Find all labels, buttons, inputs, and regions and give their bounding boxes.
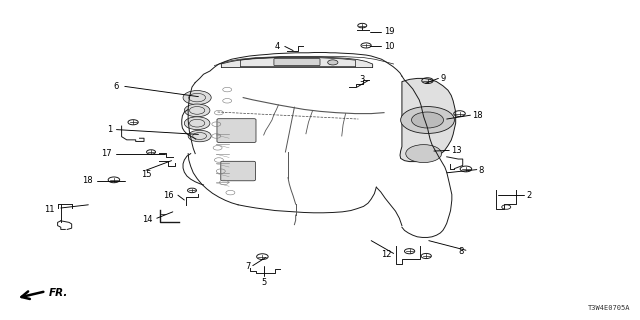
Circle shape xyxy=(184,117,210,130)
Text: 10: 10 xyxy=(384,42,394,51)
Text: 14: 14 xyxy=(142,215,152,224)
Circle shape xyxy=(184,104,210,117)
Circle shape xyxy=(183,91,211,105)
FancyBboxPatch shape xyxy=(221,161,255,181)
Circle shape xyxy=(401,107,454,133)
Text: 17: 17 xyxy=(101,149,112,158)
Text: 3: 3 xyxy=(360,76,365,84)
Text: FR.: FR. xyxy=(49,288,68,298)
Text: 19: 19 xyxy=(384,28,394,36)
Circle shape xyxy=(406,145,442,163)
FancyBboxPatch shape xyxy=(274,59,320,66)
Text: 16: 16 xyxy=(163,191,174,200)
Text: 2: 2 xyxy=(526,191,531,200)
Text: 13: 13 xyxy=(451,146,462,155)
Text: 9: 9 xyxy=(440,74,445,83)
Text: 18: 18 xyxy=(82,176,93,185)
Text: 15: 15 xyxy=(141,170,151,179)
Circle shape xyxy=(328,60,338,65)
Polygon shape xyxy=(400,78,456,162)
FancyBboxPatch shape xyxy=(217,119,256,142)
Text: 8: 8 xyxy=(459,247,464,256)
Text: 5: 5 xyxy=(261,278,266,287)
Text: T3W4E0705A: T3W4E0705A xyxy=(588,305,630,311)
Text: 4: 4 xyxy=(275,42,280,51)
Circle shape xyxy=(188,130,211,142)
Text: 11: 11 xyxy=(44,205,54,214)
Text: 12: 12 xyxy=(381,250,392,259)
Text: 1: 1 xyxy=(107,125,112,134)
Circle shape xyxy=(412,112,444,128)
Text: 8: 8 xyxy=(479,166,484,175)
Text: 6: 6 xyxy=(113,82,118,91)
Text: 7: 7 xyxy=(246,262,251,271)
Text: 18: 18 xyxy=(472,111,483,120)
